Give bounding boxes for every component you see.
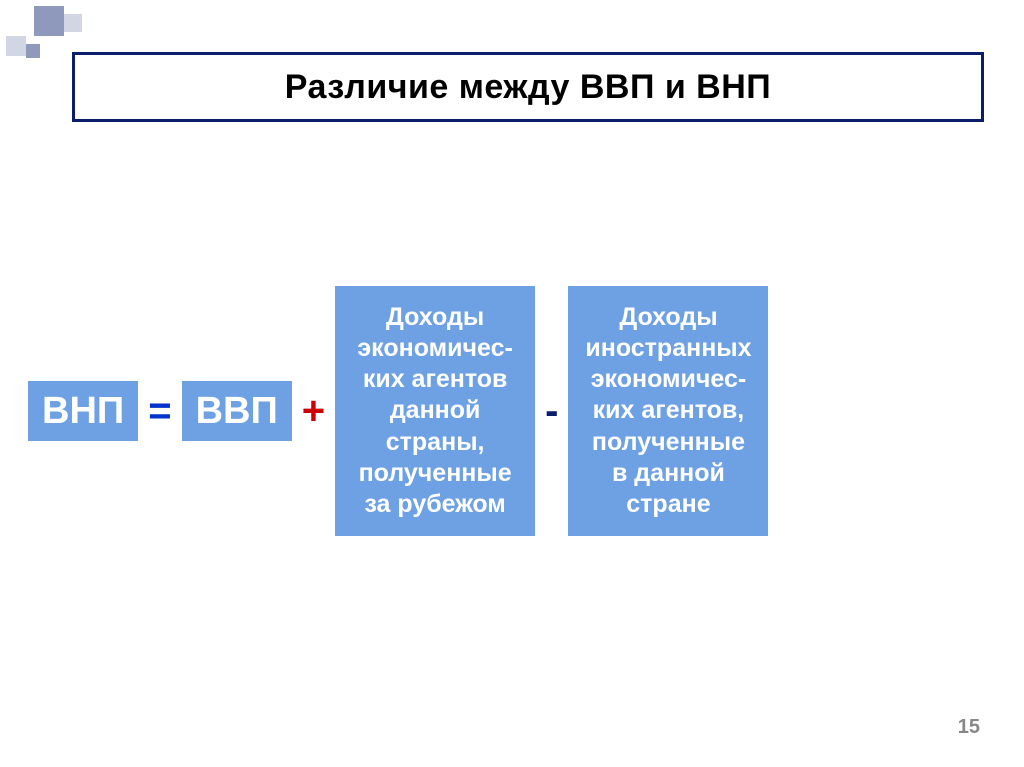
block-foreign-here: Доходыиностранныхэкономичес-ких агентов,…: [568, 286, 768, 536]
block-domestic-abroad: Доходыэкономичес-ких агентовданнойстраны…: [335, 286, 535, 536]
title-text: Различие между ВВП и ВНП: [285, 68, 771, 107]
op-equals: =: [138, 381, 181, 441]
op-minus: -: [535, 381, 568, 441]
block-vvp: ВВП: [182, 381, 292, 441]
block-vnp: ВНП: [28, 381, 138, 441]
title-box: Различие между ВВП и ВНП: [72, 52, 984, 122]
formula-row: ВНП = ВВП + Доходыэкономичес-ких агентов…: [28, 286, 996, 536]
page-number: 15: [958, 716, 980, 739]
op-plus: +: [292, 381, 335, 441]
